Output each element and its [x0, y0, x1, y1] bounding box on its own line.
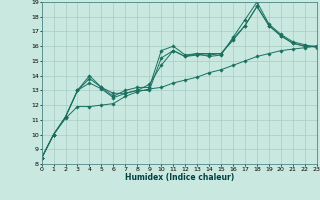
X-axis label: Humidex (Indice chaleur): Humidex (Indice chaleur) — [124, 173, 234, 182]
